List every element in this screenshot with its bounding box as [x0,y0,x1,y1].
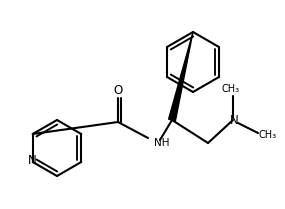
Text: O: O [113,84,123,98]
Text: CH₃: CH₃ [222,84,240,94]
Polygon shape [169,32,193,121]
Text: N: N [27,154,36,167]
Text: N: N [230,115,238,127]
Text: NH: NH [154,138,170,148]
Text: CH₃: CH₃ [259,130,277,140]
